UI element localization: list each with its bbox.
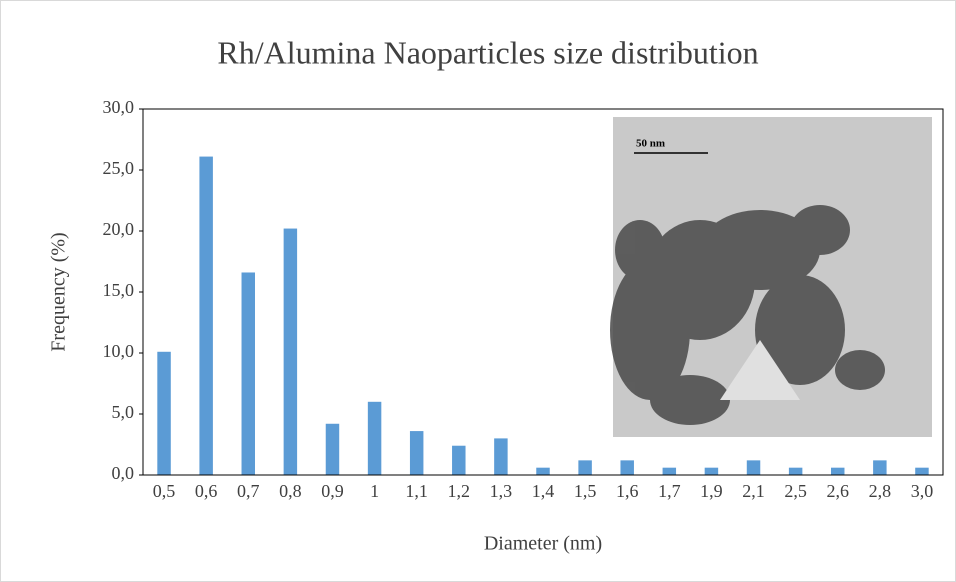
y-tick-label: 0,0 xyxy=(112,463,135,483)
tem-inset: 50 nm xyxy=(610,117,932,437)
inset-particles xyxy=(610,205,885,425)
bar xyxy=(409,431,424,475)
x-tick-label: 3,0 xyxy=(911,481,934,501)
y-tick-label: 20,0 xyxy=(103,219,135,239)
scale-bar-label: 50 nm xyxy=(636,138,665,150)
x-tick-label: 0,6 xyxy=(195,481,218,501)
y-tick-label: 5,0 xyxy=(112,402,135,422)
x-tick-label: 1 xyxy=(370,481,379,501)
bar xyxy=(788,467,803,475)
x-tick-label: 2,1 xyxy=(742,481,765,501)
x-tick-label: 1,7 xyxy=(658,481,681,501)
x-tick-label: 2,6 xyxy=(826,481,849,501)
bar xyxy=(873,460,887,475)
x-tick-label: 1,9 xyxy=(700,481,723,501)
bar xyxy=(494,438,508,475)
bar xyxy=(536,467,550,475)
x-tick-label: 2,8 xyxy=(869,481,892,501)
x-axis-label: Diameter (nm) xyxy=(484,533,602,555)
bar xyxy=(325,423,340,475)
x-tick-label: 0,8 xyxy=(279,481,302,501)
x-tick-label: 0,9 xyxy=(321,481,344,501)
bar xyxy=(241,272,255,475)
x-tick-label: 1,1 xyxy=(405,481,428,501)
x-tick-label: 1,6 xyxy=(616,481,639,501)
x-tick-label: 2,5 xyxy=(784,481,807,501)
bar xyxy=(578,460,592,475)
bar xyxy=(157,351,171,475)
bar xyxy=(746,460,761,475)
x-tick-label: 1,5 xyxy=(574,481,597,501)
bar xyxy=(704,467,719,475)
bar xyxy=(367,401,382,475)
bar xyxy=(452,445,466,475)
y-tick-label: 10,0 xyxy=(103,341,135,361)
chart-title: Rh/Alumina Naoparticles size distributio… xyxy=(217,34,758,70)
x-tick-label: 1,3 xyxy=(490,481,513,501)
bar xyxy=(199,156,213,475)
x-tick-label: 1,2 xyxy=(448,481,471,501)
plot-frame xyxy=(142,108,944,476)
bar xyxy=(283,228,298,475)
y-tick-label: 30,0 xyxy=(103,97,135,117)
y-tick-label: 25,0 xyxy=(103,158,135,178)
bar xyxy=(831,467,845,475)
bar xyxy=(662,467,677,475)
y-tick-label: 15,0 xyxy=(103,280,135,300)
y-axis-label: Frequency (%) xyxy=(48,232,70,351)
x-tick-label: 0,5 xyxy=(153,481,176,501)
x-tick-label: 1,4 xyxy=(532,481,555,501)
x-tick-label: 0,7 xyxy=(237,481,260,501)
bar xyxy=(915,467,929,475)
bar xyxy=(620,460,634,475)
inset-gap xyxy=(720,340,800,400)
